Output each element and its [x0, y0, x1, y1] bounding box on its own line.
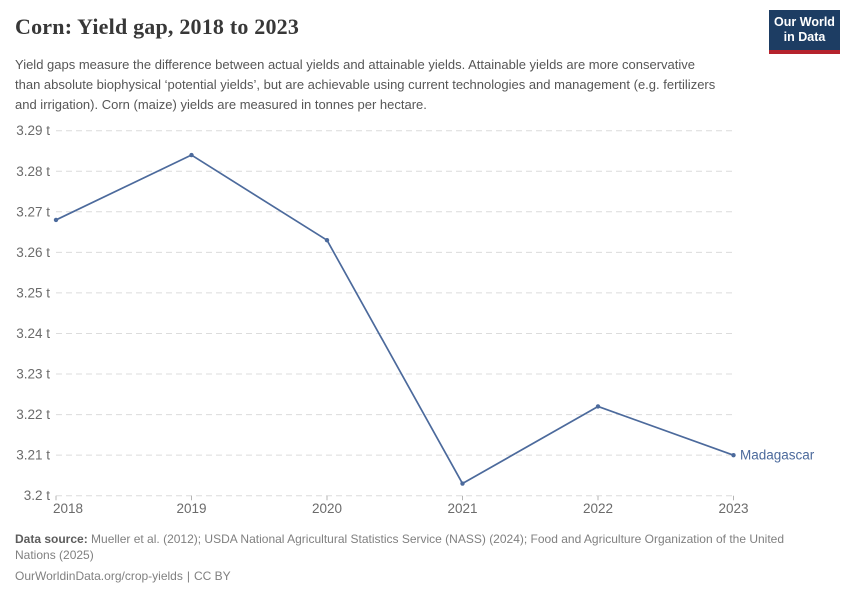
- owid-logo-line2: in Data: [783, 30, 826, 45]
- page-title: Corn: Yield gap, 2018 to 2023: [15, 14, 300, 39]
- data-point-2018[interactable]: [53, 217, 59, 223]
- owid-url-link[interactable]: OurWorldinData.org/crop-yields: [15, 569, 183, 583]
- x-axis-tick-label: 2023: [718, 501, 748, 516]
- y-axis-tick-label: 3.28 t: [16, 164, 50, 179]
- entity-label[interactable]: Madagascar: [740, 448, 815, 463]
- y-axis-tick-label: 3.23 t: [16, 367, 50, 382]
- owid-logo[interactable]: Our World in Data: [769, 10, 840, 54]
- license-link[interactable]: CC BY: [193, 569, 231, 583]
- y-axis-tick-label: 3.22 t: [16, 407, 50, 422]
- data-point-2020[interactable]: [324, 238, 330, 243]
- footer-link-line: OurWorldinData.org/crop-yields | CC BY: [15, 569, 231, 584]
- x-axis-tick-label: 2022: [583, 501, 613, 516]
- x-axis-tick-label: 2020: [312, 501, 342, 516]
- data-source-text: Mueller et al. (2012); USDA National Agr…: [15, 532, 785, 562]
- x-axis-tick-label: 2018: [53, 501, 83, 516]
- data-point-2023[interactable]: [731, 452, 736, 458]
- data-point-2021[interactable]: [460, 481, 465, 486]
- line-chart: 3.29 t 3.28 t 3.27 t 3.26 t 3.25 t 3.24 t 3.23…: [16, 123, 815, 516]
- data-point-2019[interactable]: [189, 152, 194, 158]
- y-axis-tick-label: 3.25 t: [16, 285, 50, 300]
- y-axis-tick-label: 3.24 t: [16, 326, 50, 341]
- x-axis-tick-label: 2021: [447, 501, 477, 516]
- y-axis-tick-label: 3.2 t: [24, 488, 51, 503]
- y-axis-tick-label: 3.29 t: [16, 123, 50, 138]
- y-axis-tick-label: 3.21 t: [16, 448, 50, 463]
- data-source-label: Data source:: [15, 532, 88, 546]
- owid-logo-line1: Our World: [774, 15, 835, 29]
- data-source-line: Data source: Mueller et al. (2012); USDA…: [15, 531, 811, 563]
- x-axis-tick-label: 2019: [176, 501, 206, 516]
- data-point-2022[interactable]: [595, 404, 601, 409]
- series-line-madagascar: [55, 154, 734, 485]
- y-axis-tick-label: 3.27 t: [16, 204, 50, 219]
- y-axis-tick-label: 3.26 t: [16, 245, 50, 260]
- footer-separator: |: [186, 569, 190, 583]
- chart-subtitle: Yield gaps measure the difference betwee…: [15, 57, 716, 112]
